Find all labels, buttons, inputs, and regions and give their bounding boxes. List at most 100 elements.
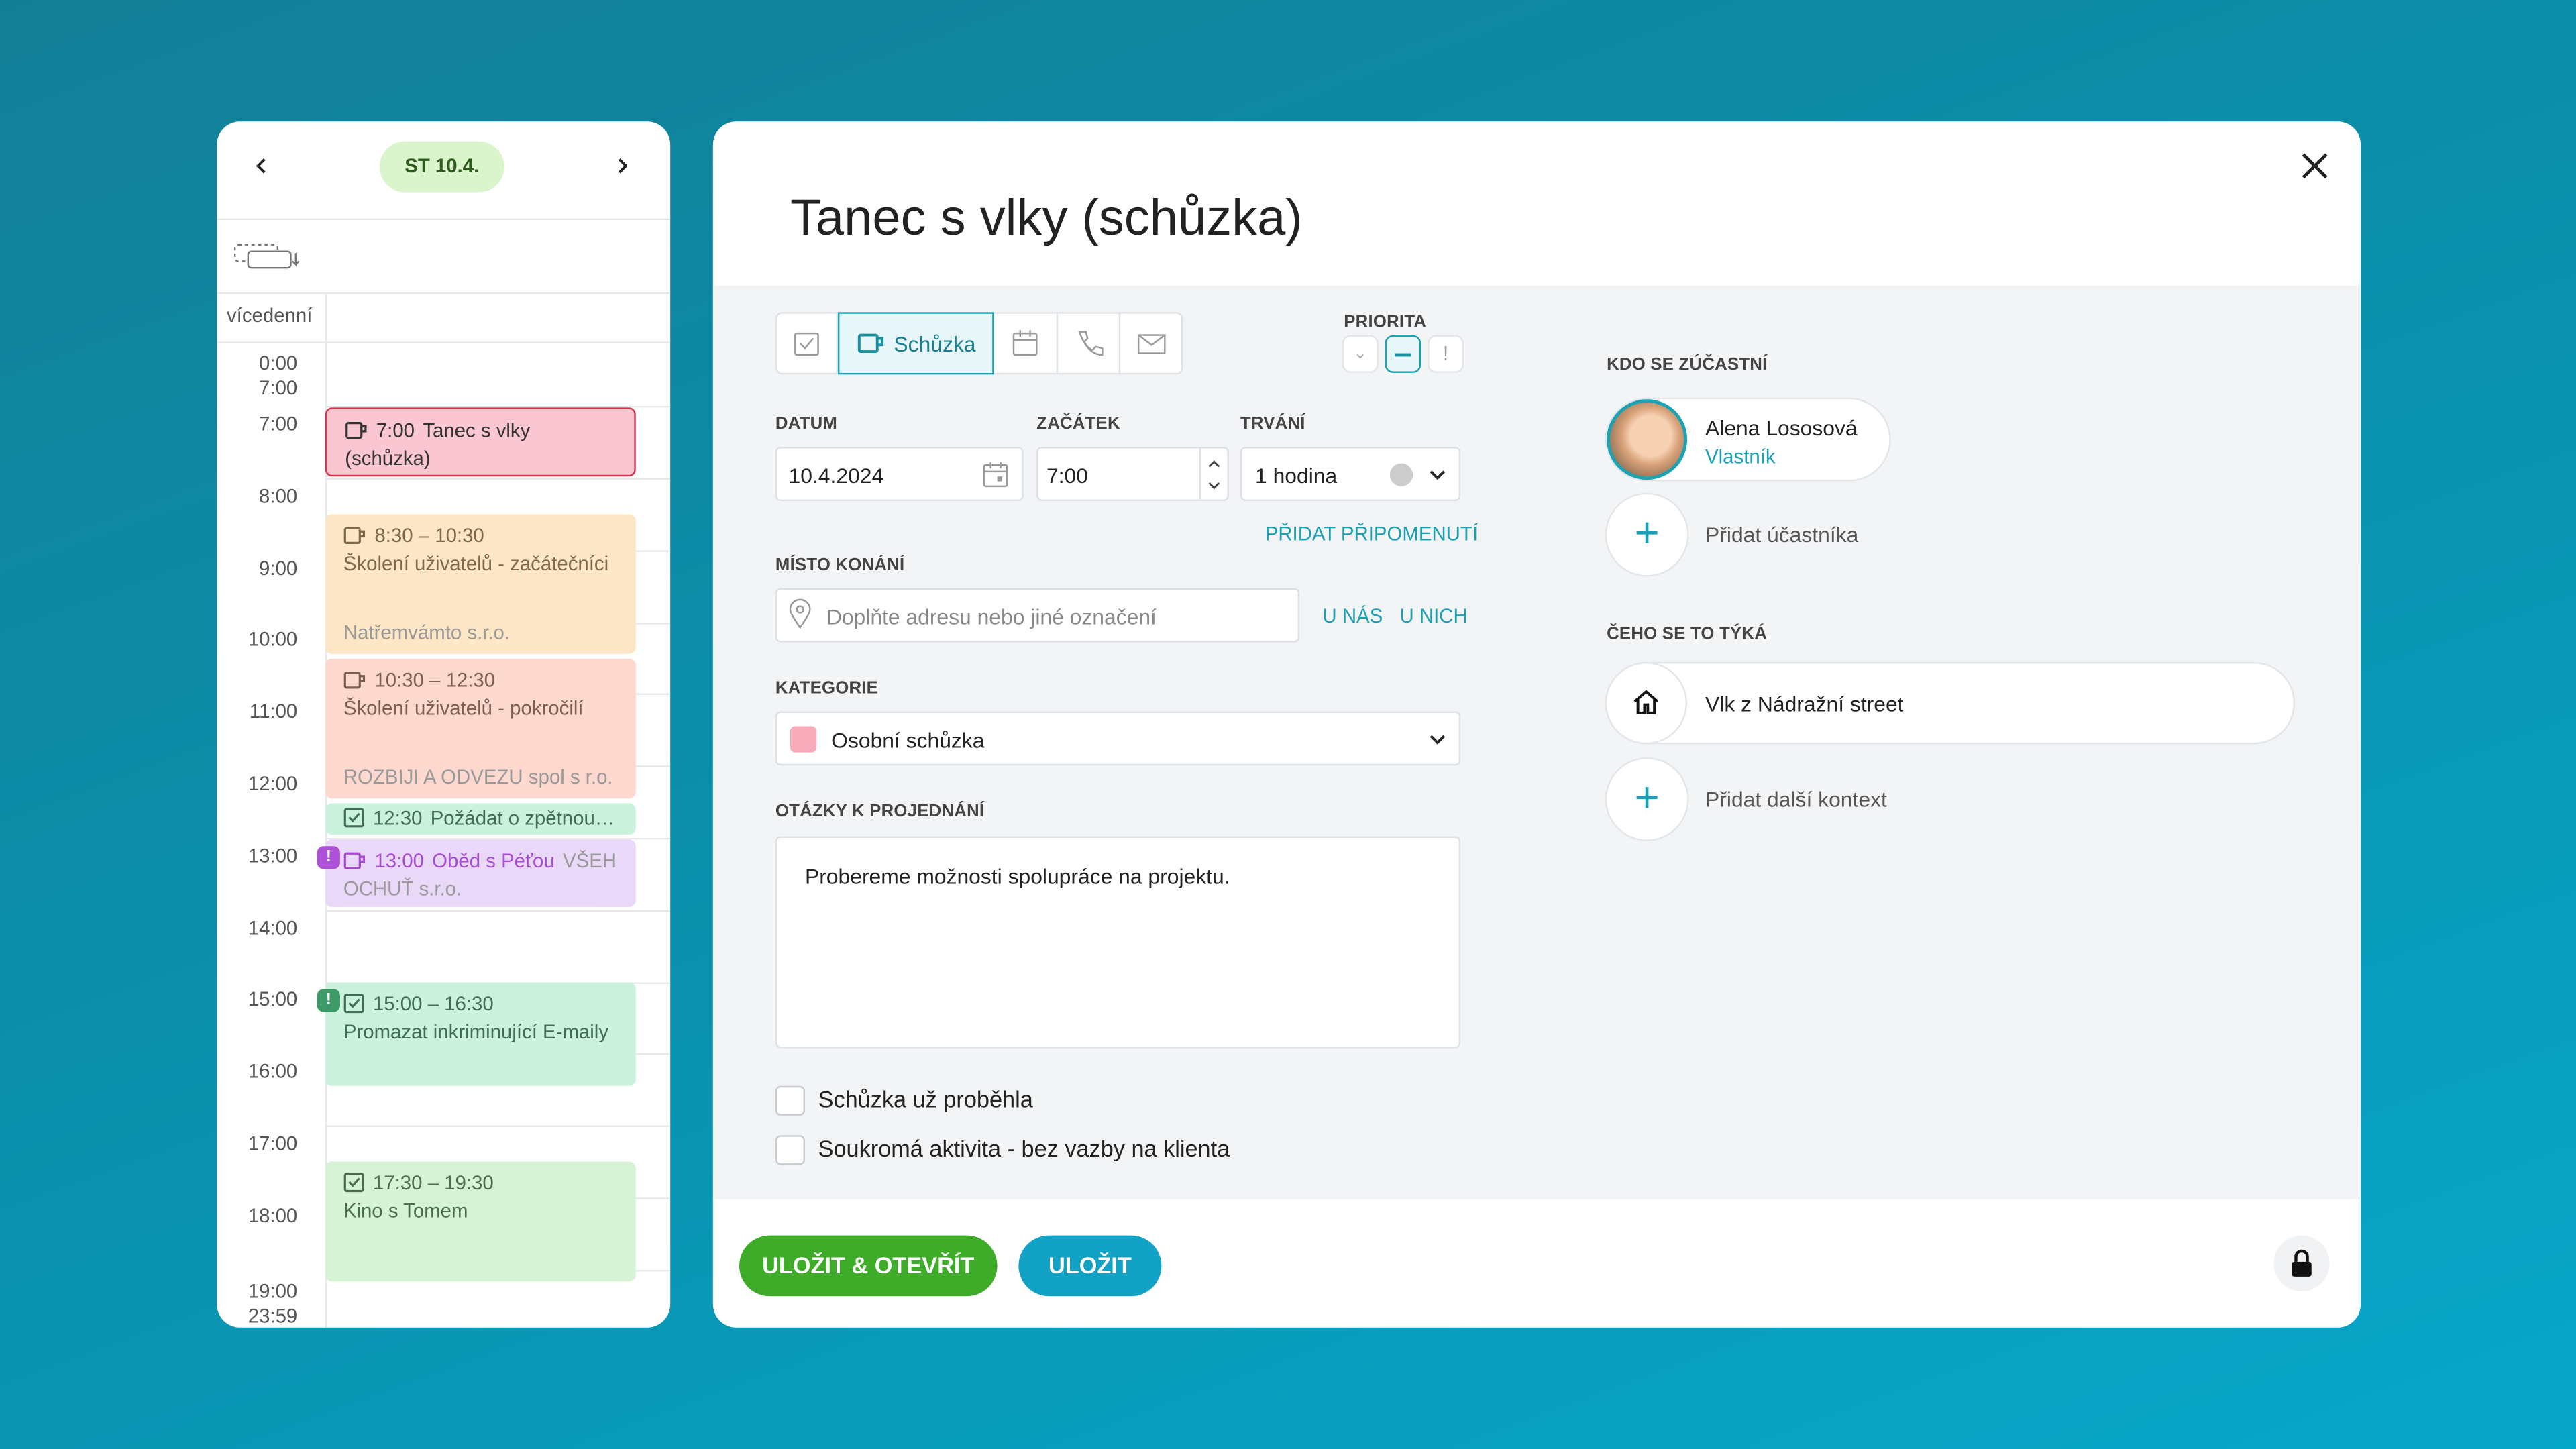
lock-button[interactable] (2273, 1235, 2330, 1291)
start-input[interactable] (1036, 447, 1229, 501)
place-theirs[interactable]: U NICH (1399, 604, 1468, 628)
category-value: Osobní schůzka (831, 727, 985, 753)
date-picker-icon[interactable] (981, 460, 1010, 490)
place-ours[interactable]: U NÁS (1322, 604, 1383, 628)
time-label: 23:59 (248, 1304, 298, 1328)
time-label: 19:00 (248, 1279, 298, 1303)
time-label: 10:00 (248, 628, 298, 651)
context-name: Vlk z Nádražní street (1705, 692, 1904, 716)
event-head: 15:00 – 16:30 Promazat inkriminující E-ma… (343, 991, 619, 1046)
calendar-event[interactable]: 12:30 Požádat o zpětnou… (325, 803, 636, 835)
event-company: VŠEHOCHUŤ s.r.o. (343, 849, 617, 901)
type-meeting-label: Schůzka (894, 331, 976, 356)
add-participant-icon[interactable]: + (1607, 494, 1688, 576)
time-label: 7:00 (259, 412, 298, 435)
event-company: Natřemvámto s.r.o. (343, 621, 511, 645)
calendar-event[interactable]: 15:00 – 16:30 Promazat inkriminující E-ma… (325, 982, 636, 1086)
hour-line (325, 837, 671, 840)
time-label: 9:00 (259, 556, 298, 580)
checkbox-label: Soukromá aktivita - bez vazby na klienta (818, 1135, 1230, 1162)
time-spinner[interactable] (1204, 453, 1224, 496)
calendar-body: ST 10.4. vícedenní 0:00 7:00 7:00 8:00 9:00 1… (217, 121, 671, 1328)
event-company: ROZBIJI A ODVEZU spol s r.o. (343, 765, 613, 789)
time-label: 14:00 (248, 916, 298, 939)
priority-flag: ! (317, 989, 340, 1012)
context-item[interactable] (1607, 663, 2294, 743)
all-day-label: vícedenní (226, 304, 313, 327)
priority-normal[interactable] (1386, 337, 1419, 372)
participant-name: Alena Lososová (1705, 415, 1858, 441)
event-title: Kino s Tomem (343, 1199, 468, 1223)
time-label: 15:00 (248, 987, 298, 1012)
time-label: 0:00 (259, 352, 298, 375)
place-placeholder: Doplňte adresu nebo jiné označení (826, 604, 1157, 629)
event-head: 8:30 – 10:30 Školení uživatelů - začátečn… (343, 523, 619, 578)
checkbox[interactable] (775, 1135, 806, 1165)
calendar-event[interactable]: 10:30 – 12:30 Školení uživatelů - pokroči… (325, 659, 636, 799)
event-time: 7:00 (376, 419, 415, 442)
event-title: Tanec s vlky (schůzka) (345, 419, 531, 470)
time-label: 13:00 (248, 844, 298, 867)
save-button[interactable]: ULOŽIT (1018, 1235, 1162, 1297)
topics-textarea[interactable] (775, 836, 1461, 1049)
calendar-event[interactable]: 7:00 Tanec s vlky (schůzka) (325, 407, 636, 477)
add-context-icon[interactable]: + (1607, 759, 1688, 840)
calendar-event[interactable]: 17:30 – 19:30 Kino s Tomem (325, 1161, 636, 1282)
type-task[interactable] (775, 312, 838, 375)
hour-line (325, 1126, 671, 1128)
dropdown-arrow (1430, 470, 1446, 480)
date-input[interactable] (775, 447, 1024, 501)
add-participant[interactable]: Přidat účastníka (1705, 522, 1859, 547)
hour-line (325, 910, 671, 912)
calendar-event[interactable]: 13:00 Oběd s Péťou VŠEHOCHUŤ s.r.o. (325, 839, 636, 907)
type-call[interactable] (1056, 312, 1121, 375)
event-time: 15:00 – 16:30 (372, 992, 494, 1016)
topics-text: Probereme možnosti spolupráce na projekt… (805, 864, 1230, 889)
hour-line (325, 478, 671, 480)
event-head: 10:30 – 12:30 Školení uživatelů - pokroči… (343, 667, 619, 722)
time-label: 11:00 (249, 700, 298, 724)
event-title: Požádat o zpětnou… (430, 806, 615, 830)
divider (217, 292, 671, 294)
priority-high[interactable]: ! (1429, 337, 1462, 372)
type-event[interactable] (992, 312, 1059, 375)
type-email[interactable] (1118, 312, 1183, 375)
event-time: 10:30 – 12:30 (374, 668, 496, 692)
participant-role: Vlastník (1705, 445, 1776, 468)
checkbox-label: Schůzka už proběhla (818, 1085, 1033, 1112)
type-meeting[interactable]: Schůzka (837, 312, 994, 375)
date-label: DATUM (775, 414, 838, 434)
duration-select[interactable] (1240, 447, 1461, 501)
checkbox[interactable] (775, 1085, 806, 1116)
day-calendar: ST 10.4. vícedenní 0:00 7:00 7:00 8:00 9:00 1… (217, 121, 671, 1328)
time-label: 7:00 (259, 376, 298, 400)
event-time: 8:30 – 10:30 (374, 524, 484, 547)
priority-low[interactable]: ⌄ (1344, 337, 1377, 372)
event-head: 12:30 Požádat o zpětnou… (343, 805, 619, 833)
category-select[interactable] (775, 711, 1461, 766)
divider (1199, 447, 1201, 501)
participant-avatar (1607, 399, 1688, 480)
event-title: Školení uživatelů - začátečníci (343, 551, 609, 576)
close-button[interactable] (2300, 151, 2330, 180)
next-day[interactable] (612, 156, 632, 176)
calendar-event[interactable]: 8:30 – 10:30 Školení uživatelů - začátečn… (325, 514, 636, 654)
place-label: MÍSTO KONÁNÍ (775, 555, 905, 576)
time-label: 18:00 (248, 1203, 298, 1227)
add-reminder[interactable]: PŘIDAT PŘIPOMENUTÍ (1265, 522, 1479, 546)
add-context[interactable]: Přidat další kontext (1705, 787, 1887, 812)
category-color (790, 726, 817, 753)
reschedule-icon[interactable] (233, 240, 306, 273)
place-input[interactable] (775, 588, 1300, 643)
time-label: 8:00 (259, 484, 298, 508)
prev-day[interactable] (252, 156, 271, 176)
current-date[interactable]: ST 10.4. (379, 141, 504, 193)
save-open-button[interactable]: ULOŽIT & OTEVŘÍT (739, 1235, 998, 1297)
duration-indicator (1389, 463, 1413, 486)
place-icon (789, 598, 811, 629)
event-head: 13:00 Oběd s Péťou VŠEHOCHUŤ s.r.o. (343, 848, 619, 904)
event-title: Promazat inkriminující E-maily (343, 1020, 609, 1044)
